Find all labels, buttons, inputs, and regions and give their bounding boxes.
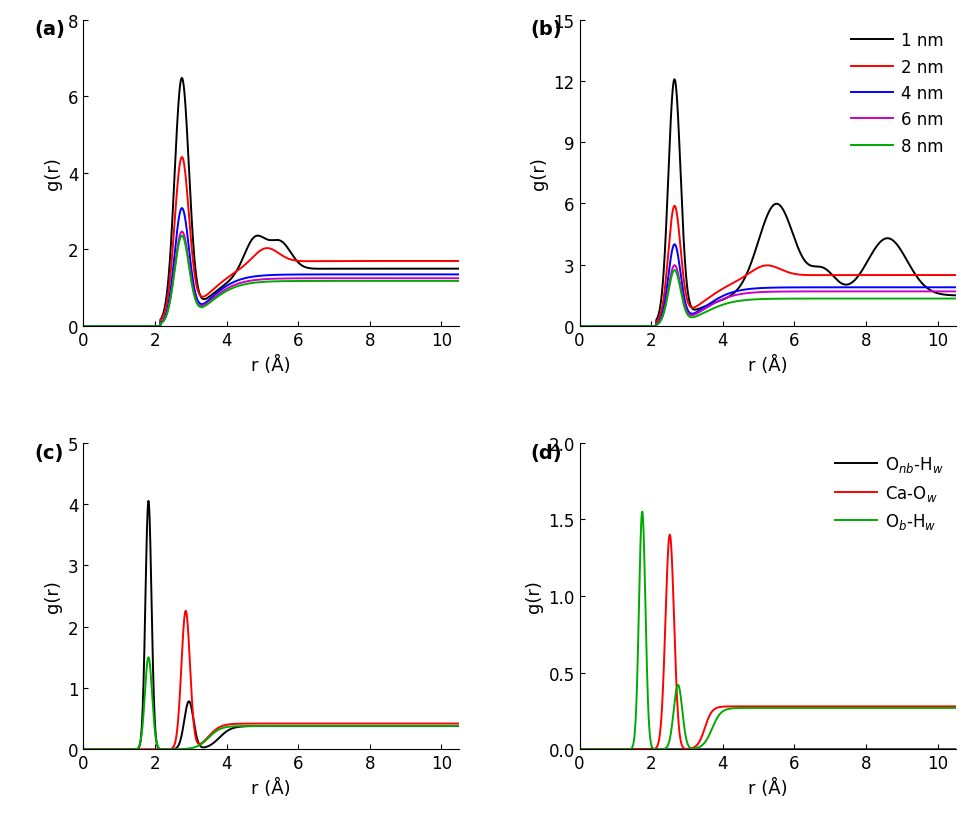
8 nm xyxy=(902,294,913,304)
2 nm xyxy=(573,322,585,332)
2 nm xyxy=(950,271,961,281)
Text: (d): (d) xyxy=(531,443,563,462)
2 nm xyxy=(616,322,628,332)
Line: 4 nm: 4 nm xyxy=(579,245,956,327)
6 nm xyxy=(950,287,961,297)
O$_{nb}$-H$_w$ xyxy=(734,744,746,754)
2 nm xyxy=(943,271,955,281)
O$_{nb}$-H$_w$ xyxy=(573,744,585,754)
O$_{nb}$-H$_w$ xyxy=(616,744,628,754)
Legend: 1 nm, 2 nm, 4 nm, 6 nm, 8 nm: 1 nm, 2 nm, 4 nm, 6 nm, 8 nm xyxy=(848,29,947,159)
Line: O$_b$-H$_w$: O$_b$-H$_w$ xyxy=(579,512,956,749)
O$_b$-H$_w$ xyxy=(639,576,651,586)
1 nm xyxy=(718,295,730,305)
Ca-O$_w$ xyxy=(573,744,585,754)
6 nm xyxy=(902,287,913,297)
1 nm xyxy=(573,322,585,332)
O$_{nb}$-H$_w$ xyxy=(717,744,729,754)
1 nm xyxy=(616,322,628,332)
Ca-O$_w$ xyxy=(639,744,651,754)
O$_b$-H$_w$ xyxy=(943,704,955,713)
X-axis label: r (Å): r (Å) xyxy=(748,355,787,374)
4 nm xyxy=(950,283,961,293)
Line: 8 nm: 8 nm xyxy=(579,271,956,327)
Ca-O$_w$ xyxy=(718,702,730,712)
O$_b$-H$_w$ xyxy=(718,706,730,716)
6 nm xyxy=(639,322,651,332)
Ca-O$_w$ xyxy=(950,702,961,712)
4 nm xyxy=(718,292,730,301)
1 nm xyxy=(943,291,955,301)
6 nm xyxy=(668,261,680,271)
O$_{nb}$-H$_w$ xyxy=(639,744,651,754)
Y-axis label: g(r): g(r) xyxy=(44,157,63,190)
X-axis label: r (Å): r (Å) xyxy=(748,778,787,797)
8 nm xyxy=(639,322,651,332)
8 nm xyxy=(943,294,955,304)
Line: Ca-O$_w$: Ca-O$_w$ xyxy=(579,535,956,749)
1 nm xyxy=(950,291,961,301)
Y-axis label: g(r): g(r) xyxy=(44,580,63,613)
X-axis label: r (Å): r (Å) xyxy=(252,778,291,797)
Ca-O$_w$ xyxy=(902,702,913,712)
4 nm xyxy=(639,322,651,332)
8 nm xyxy=(573,322,585,332)
8 nm xyxy=(668,266,680,276)
8 nm xyxy=(950,294,961,304)
4 nm xyxy=(616,322,628,332)
Line: 1 nm: 1 nm xyxy=(579,80,956,327)
Ca-O$_w$ xyxy=(663,530,675,540)
4 nm xyxy=(943,283,955,293)
O$_b$-H$_w$ xyxy=(573,744,585,754)
6 nm xyxy=(573,322,585,332)
6 nm xyxy=(718,294,730,304)
O$_b$-H$_w$ xyxy=(950,704,961,713)
8 nm xyxy=(734,296,746,306)
4 nm xyxy=(734,286,746,296)
Line: 2 nm: 2 nm xyxy=(579,206,956,327)
2 nm xyxy=(668,201,680,211)
Line: 6 nm: 6 nm xyxy=(579,266,956,327)
O$_b$-H$_w$ xyxy=(734,704,746,713)
2 nm xyxy=(734,274,746,284)
1 nm xyxy=(734,282,746,292)
Ca-O$_w$ xyxy=(943,702,955,712)
Text: (c): (c) xyxy=(34,443,64,462)
O$_b$-H$_w$ xyxy=(902,704,913,713)
1 nm xyxy=(902,257,913,267)
1 nm xyxy=(668,75,680,85)
2 nm xyxy=(718,283,730,293)
Y-axis label: g(r): g(r) xyxy=(530,157,548,190)
O$_{nb}$-H$_w$ xyxy=(942,744,954,754)
4 nm xyxy=(573,322,585,332)
Text: (a): (a) xyxy=(34,20,66,39)
Text: (b): (b) xyxy=(531,20,563,39)
Y-axis label: g(r): g(r) xyxy=(524,580,543,613)
O$_b$-H$_w$ xyxy=(616,744,628,754)
4 nm xyxy=(668,240,680,250)
Legend: O$_{nb}$-H$_w$, Ca-O$_w$, O$_b$-H$_w$: O$_{nb}$-H$_w$, Ca-O$_w$, O$_b$-H$_w$ xyxy=(832,451,947,535)
2 nm xyxy=(902,271,913,281)
O$_b$-H$_w$ xyxy=(636,507,648,517)
6 nm xyxy=(943,287,955,297)
2 nm xyxy=(639,322,651,332)
1 nm xyxy=(639,322,651,332)
Ca-O$_w$ xyxy=(734,702,746,712)
4 nm xyxy=(902,283,913,293)
O$_{nb}$-H$_w$ xyxy=(950,744,961,754)
6 nm xyxy=(616,322,628,332)
8 nm xyxy=(718,300,730,310)
Ca-O$_w$ xyxy=(616,744,628,754)
X-axis label: r (Å): r (Å) xyxy=(252,355,291,374)
8 nm xyxy=(616,322,628,332)
6 nm xyxy=(734,290,746,300)
O$_{nb}$-H$_w$ xyxy=(902,744,913,754)
